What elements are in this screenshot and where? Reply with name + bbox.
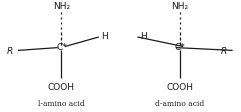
Text: COOH: COOH: [166, 83, 193, 92]
Text: COOH: COOH: [48, 83, 75, 92]
Text: H: H: [101, 32, 108, 41]
Text: $R$: $R$: [220, 45, 228, 56]
Text: d-amino acid: d-amino acid: [155, 100, 204, 108]
Text: H: H: [140, 32, 147, 41]
Text: C*: C*: [56, 43, 67, 52]
Text: $R$: $R$: [6, 45, 13, 56]
Text: NH₂: NH₂: [171, 2, 188, 11]
Text: NH₂: NH₂: [53, 2, 70, 11]
Text: l-amino acid: l-amino acid: [38, 100, 85, 108]
Text: C*: C*: [174, 43, 185, 52]
